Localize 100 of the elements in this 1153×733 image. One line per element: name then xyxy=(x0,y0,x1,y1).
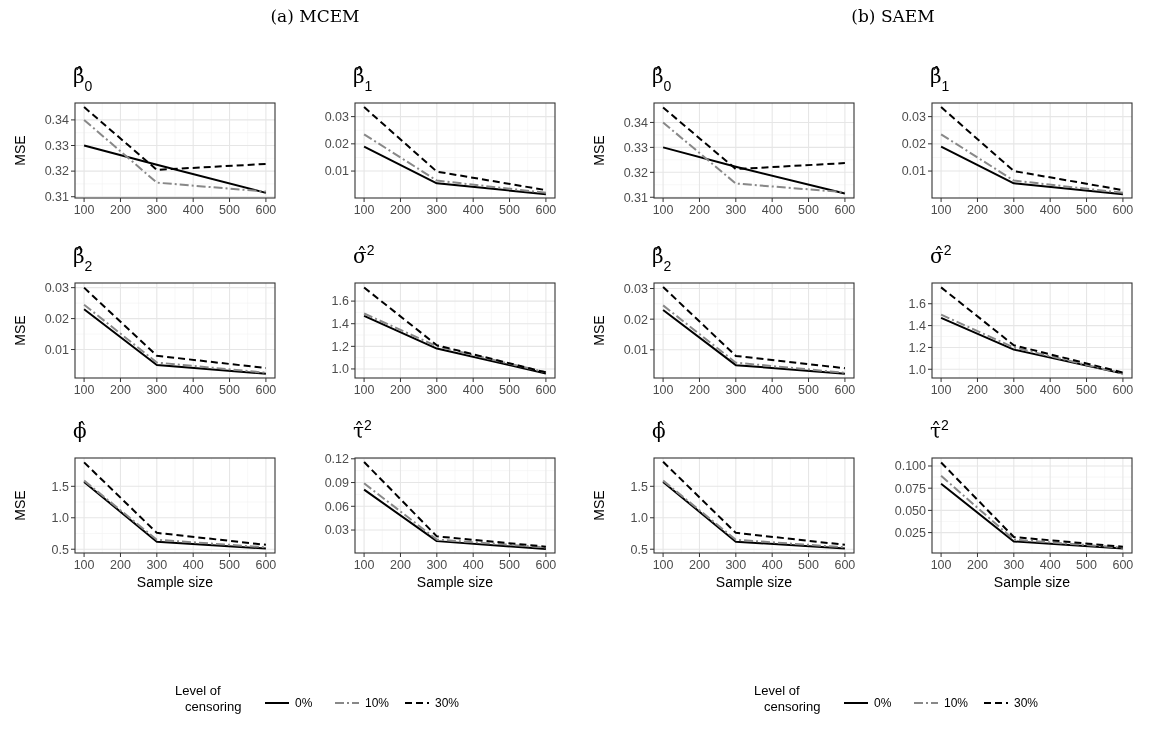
x-tick-label: 200 xyxy=(390,558,411,572)
x-axis-title: Sample size xyxy=(993,574,1071,590)
x-tick-label: 500 xyxy=(499,203,521,217)
y-tick-label: 0.075 xyxy=(894,481,927,496)
legend-label: 30% xyxy=(435,696,460,711)
x-tick-label: 400 xyxy=(761,203,783,217)
y-tick-label: 0.02 xyxy=(44,311,70,326)
chart-title: β̂$_{2}$ xyxy=(73,244,93,274)
y-tick-label: 0.01 xyxy=(623,343,649,358)
text: (b) SAEM xyxy=(851,6,935,26)
x-axis-title: Sample size xyxy=(136,574,214,590)
x-tick-label: 400 xyxy=(1039,203,1061,217)
y-axis-title: MSE xyxy=(591,135,607,166)
x-tick-label: 100 xyxy=(353,558,375,572)
x-tick-label: 200 xyxy=(110,203,131,217)
legend-label: 10% xyxy=(365,696,390,711)
chart-title: β̂$_{1}$ xyxy=(353,64,373,94)
y-tick-label: 0.06 xyxy=(324,499,350,514)
x-tick-label: 200 xyxy=(689,203,710,217)
x-tick-label: 600 xyxy=(535,558,557,572)
y-tick-label: 0.03 xyxy=(324,523,350,538)
chart-title: τ̂$^{2}$ xyxy=(930,417,950,443)
y-axis-title: MSE xyxy=(12,135,28,166)
y-tick-label: 0.5 xyxy=(630,542,649,557)
x-tick-label: 400 xyxy=(462,383,484,397)
chart-title: β̂$_{0}$ xyxy=(652,64,672,94)
x-tick-label: 200 xyxy=(967,383,988,397)
x-tick-label: 100 xyxy=(930,383,952,397)
x-tick-label: 300 xyxy=(725,203,747,217)
y-tick-label: 0.31 xyxy=(44,190,70,205)
x-tick-label: 200 xyxy=(110,558,131,572)
x-tick-label: 600 xyxy=(834,383,856,397)
x-tick-label: 300 xyxy=(725,383,747,397)
x-tick-label: 600 xyxy=(535,383,557,397)
x-tick-label: 300 xyxy=(426,383,448,397)
x-tick-label: 500 xyxy=(1076,558,1098,572)
x-tick-label: 300 xyxy=(146,558,168,572)
chart-title: β̂$_{1}$ xyxy=(930,64,950,94)
x-tick-label: 100 xyxy=(652,558,674,572)
x-tick-label: 100 xyxy=(353,203,375,217)
y-tick-label: 0.34 xyxy=(44,113,70,128)
chart-title: β̂$_{0}$ xyxy=(73,64,93,94)
chart-title: ϕ̂ xyxy=(73,419,87,443)
x-tick-label: 600 xyxy=(1112,383,1134,397)
x-tick-label: 400 xyxy=(761,558,783,572)
x-tick-label: 600 xyxy=(255,558,277,572)
legend-label: 10% xyxy=(944,696,969,711)
x-tick-label: 300 xyxy=(1003,203,1025,217)
x-tick-label: 300 xyxy=(725,558,747,572)
chart-title: β̂$_{2}$ xyxy=(652,244,672,274)
x-tick-label: 400 xyxy=(182,383,204,397)
x-tick-label: 400 xyxy=(182,203,204,217)
y-tick-label: 1.5 xyxy=(630,479,649,494)
y-tick-label: 0.34 xyxy=(623,115,649,130)
text: (a) MCEM xyxy=(270,6,360,26)
x-tick-label: 200 xyxy=(110,383,131,397)
y-tick-label: 1.5 xyxy=(51,479,70,494)
y-tick-label: 0.09 xyxy=(324,475,350,490)
x-tick-label: 500 xyxy=(1076,203,1098,217)
x-tick-label: 400 xyxy=(1039,383,1061,397)
y-tick-label: 0.01 xyxy=(44,342,70,357)
y-tick-label: 0.03 xyxy=(324,109,350,124)
x-tick-label: 600 xyxy=(255,203,277,217)
x-tick-label: 500 xyxy=(1076,383,1098,397)
y-tick-label: 1.2 xyxy=(908,340,927,355)
y-tick-label: 0.32 xyxy=(623,165,649,180)
x-tick-label: 200 xyxy=(390,203,411,217)
x-tick-label: 500 xyxy=(219,383,241,397)
y-tick-label: 1.4 xyxy=(331,317,350,332)
y-tick-label: 1.0 xyxy=(331,362,350,377)
x-tick-label: 600 xyxy=(834,558,856,572)
x-tick-label: 100 xyxy=(353,383,375,397)
y-tick-label: 1.2 xyxy=(331,339,350,354)
chart-title: ϕ̂ xyxy=(652,419,666,443)
x-tick-label: 200 xyxy=(689,558,710,572)
y-tick-label: 1.0 xyxy=(630,511,649,526)
x-tick-label: 100 xyxy=(73,558,95,572)
y-axis-title: MSE xyxy=(12,490,28,521)
x-tick-label: 400 xyxy=(462,203,484,217)
x-tick-label: 300 xyxy=(146,383,168,397)
x-tick-label: 500 xyxy=(219,203,241,217)
legend-title: Level of censoring xyxy=(754,683,821,715)
x-tick-label: 300 xyxy=(426,203,448,217)
x-tick-label: 200 xyxy=(390,383,411,397)
y-axis-title: MSE xyxy=(591,315,607,346)
y-tick-label: 0.33 xyxy=(623,140,649,155)
x-tick-label: 100 xyxy=(930,558,952,572)
y-tick-label: 0.02 xyxy=(324,137,350,152)
x-tick-label: 200 xyxy=(967,558,988,572)
x-tick-label: 300 xyxy=(426,558,448,572)
y-tick-label: 0.01 xyxy=(901,164,927,179)
x-tick-label: 600 xyxy=(535,203,557,217)
x-tick-label: 400 xyxy=(182,558,204,572)
y-tick-label: 1.6 xyxy=(908,297,927,312)
x-tick-label: 100 xyxy=(652,383,674,397)
x-tick-label: 400 xyxy=(1039,558,1061,572)
y-axis-title: MSE xyxy=(591,490,607,521)
x-tick-label: 300 xyxy=(146,203,168,217)
chart-title: τ̂$^{2}$ xyxy=(353,417,373,443)
x-tick-label: 500 xyxy=(798,383,820,397)
